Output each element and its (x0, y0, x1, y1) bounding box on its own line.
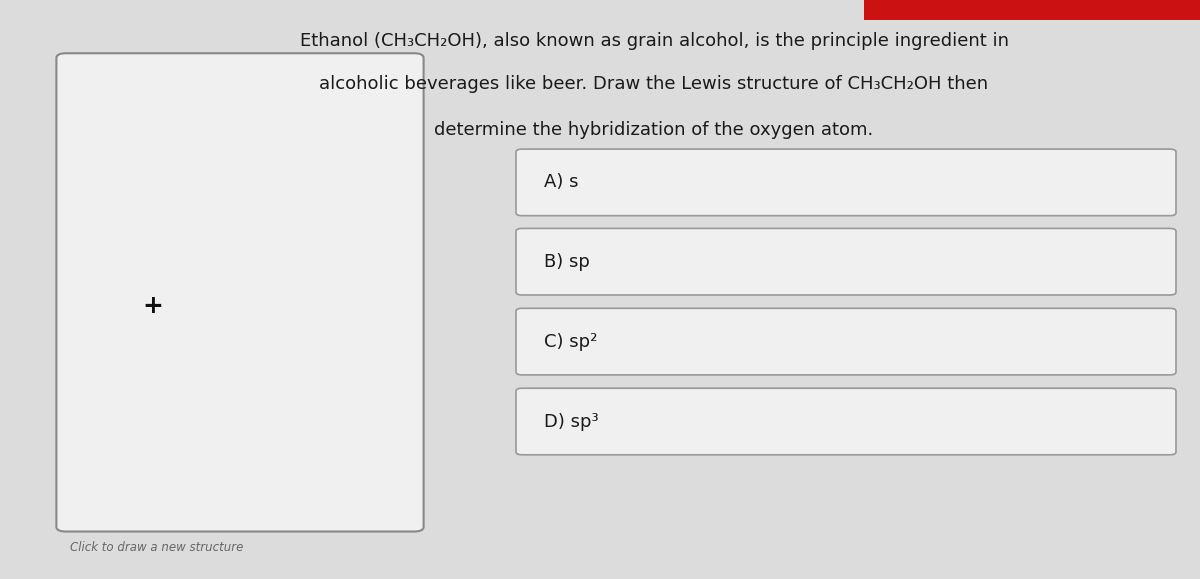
FancyBboxPatch shape (56, 53, 424, 532)
Text: D) sp³: D) sp³ (544, 412, 599, 431)
Text: C) sp²: C) sp² (544, 332, 596, 351)
Text: B) sp: B) sp (544, 252, 589, 271)
FancyBboxPatch shape (516, 388, 1176, 455)
Text: +: + (143, 295, 163, 318)
FancyBboxPatch shape (516, 228, 1176, 295)
FancyBboxPatch shape (516, 308, 1176, 375)
Text: A) s: A) s (544, 173, 578, 192)
Bar (864, 0, 1200, 20)
FancyBboxPatch shape (516, 149, 1176, 215)
Text: Click to draw a new structure: Click to draw a new structure (70, 541, 242, 554)
Text: alcoholic beverages like beer. Draw the Lewis structure of CH₃CH₂OH then: alcoholic beverages like beer. Draw the … (319, 75, 989, 93)
Text: determine the hybridization of the oxygen atom.: determine the hybridization of the oxyge… (434, 121, 874, 140)
Text: Ethanol (CH₃CH₂OH), also known as grain alcohol, is the principle ingredient in: Ethanol (CH₃CH₂OH), also known as grain … (300, 31, 1008, 50)
